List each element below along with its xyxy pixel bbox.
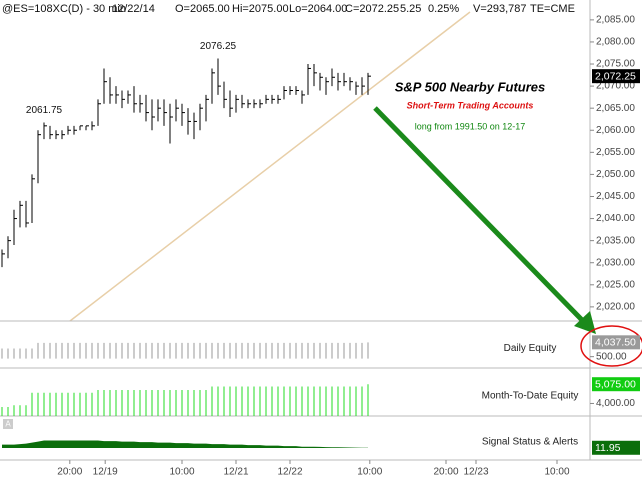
panel-title: Month-To-Date Equity (482, 391, 579, 402)
annotation: 2076.25 (200, 41, 237, 52)
header-item: @ES=108XC(D) - 30 min (2, 3, 126, 15)
arrow (373, 106, 584, 322)
y-tick-label: 2,035.00 (596, 235, 635, 246)
panel-title: Daily Equity (504, 343, 557, 354)
y-tick-label: 4,000.00 (596, 398, 635, 409)
x-tick-label: 12/21 (223, 467, 248, 478)
y-tick-label: 2,075.00 (596, 59, 635, 70)
header-item: 5.25 (400, 3, 421, 15)
annotation: 2061.75 (26, 105, 63, 116)
last-value-label: 11.95 (595, 442, 621, 454)
x-tick-label: 10:00 (544, 467, 569, 478)
header-item: V=293,787 (473, 3, 527, 15)
x-tick-label: 20:00 (433, 467, 458, 478)
chart-subtitle: Short-Term Trading Accounts (407, 100, 534, 110)
last-value-label: 5,075.00 (595, 378, 636, 390)
header-item: C=2072.25 (345, 3, 399, 15)
y-tick-label: 2,065.00 (596, 103, 635, 114)
signal-area (2, 440, 368, 448)
y-tick-label: 500.00 (596, 351, 627, 362)
header-item: Hi=2075.00 (232, 3, 289, 15)
y-tick-label: 2,045.00 (596, 191, 635, 202)
last-value-label: 2,072.25 (595, 70, 636, 82)
alert-icon (3, 419, 13, 429)
trend-line (69, 11, 471, 322)
last-value-box (592, 69, 640, 84)
x-tick-label: 12/23 (463, 467, 488, 478)
y-tick-label: 2,030.00 (596, 257, 635, 268)
y-tick-label: 2,055.00 (596, 147, 635, 158)
chart-note: long from 1991.50 on 12-17 (415, 121, 526, 131)
x-tick-label: 10:00 (169, 467, 194, 478)
x-tick-label: 12/22 (277, 467, 302, 478)
panel-borders (0, 0, 642, 461)
header-item: O=2065.00 (175, 3, 230, 15)
x-tick-label: 12/19 (93, 467, 118, 478)
y-tick-label: 2,040.00 (596, 213, 635, 224)
header-item: Lo=2064.00 (289, 3, 347, 15)
header-item: 0.25% (428, 3, 459, 15)
arrow-head (574, 311, 596, 334)
last-value-label: 4,037.50 (595, 337, 636, 349)
y-tick-label: 2,070.00 (596, 81, 635, 92)
last-value-box (592, 440, 640, 455)
chart-title: S&P 500 Nearby Futures (395, 79, 546, 94)
y-tick-label: 2,050.00 (596, 169, 635, 180)
y-tick-label: 2,060.00 (596, 125, 635, 136)
y-tick-label: 2,020.00 (596, 302, 635, 313)
alert-icon-text: A (5, 420, 11, 429)
last-value-box (592, 377, 640, 392)
highlight-ellipse (580, 325, 642, 367)
x-tick-label: 20:00 (57, 467, 82, 478)
header-item: TE=CME (530, 3, 575, 15)
y-tick-label: 2,085.00 (596, 15, 635, 26)
panel-title: Signal Status & Alerts (482, 437, 578, 448)
last-value-box (592, 335, 640, 350)
y-tick-label: 2,080.00 (596, 37, 635, 48)
y-tick-label: 2,025.00 (596, 279, 635, 290)
x-tick-label: 10:00 (357, 467, 382, 478)
header-item: 12/22/14 (112, 3, 155, 15)
